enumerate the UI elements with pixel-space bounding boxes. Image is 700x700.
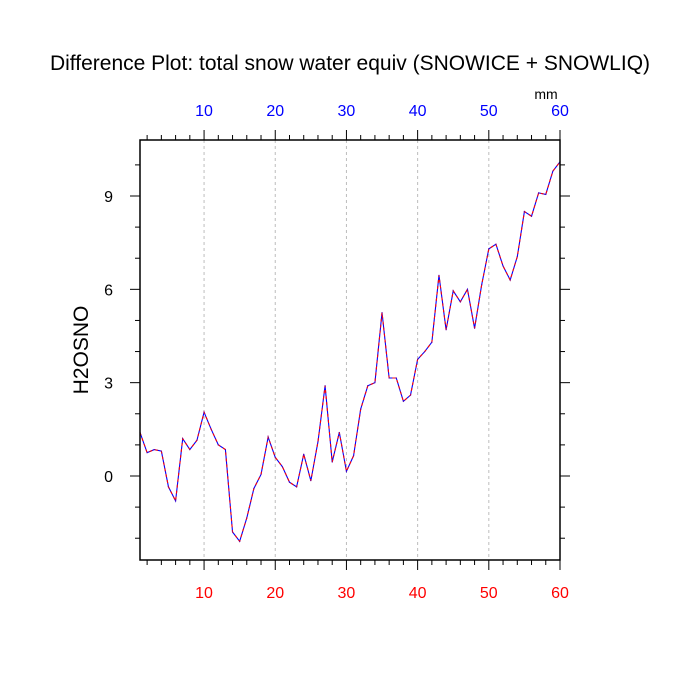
data-point	[352, 455, 355, 457]
data-point	[267, 436, 269, 438]
y-tick-label: 3	[104, 376, 113, 393]
data-point	[395, 377, 397, 379]
x-tick-label-bottom: 60	[551, 585, 569, 602]
plot-area-frame	[139, 139, 561, 561]
x-tick-label-top: 30	[338, 103, 356, 120]
units-label: mm	[534, 86, 557, 102]
data-point	[345, 470, 348, 472]
data-point	[324, 385, 326, 387]
series-line-red-dashed	[139, 161, 561, 543]
x-tick-label-top: 10	[195, 103, 213, 120]
data-point	[260, 473, 262, 476]
data-point	[402, 400, 404, 402]
data-point	[367, 385, 369, 387]
gridlines	[203, 140, 490, 560]
data-point	[523, 210, 526, 213]
data-point	[317, 441, 319, 443]
data-point	[146, 452, 148, 454]
x-tick-label-top: 50	[480, 103, 498, 120]
x-tick-label-bottom: 30	[338, 585, 356, 602]
data-point	[538, 192, 540, 194]
data-point	[495, 243, 497, 245]
data-point	[296, 486, 298, 488]
data-point	[281, 466, 283, 468]
data-series	[139, 161, 561, 543]
data-point	[303, 453, 305, 455]
y-tick-label: 6	[104, 282, 113, 299]
x-tick-label-bottom: 50	[480, 585, 498, 602]
x-tick-label-bottom: 40	[409, 585, 427, 602]
data-point	[552, 170, 554, 172]
axis-ticks	[130, 130, 570, 570]
data-point	[438, 274, 440, 276]
x-tick-label-bottom: 20	[266, 585, 284, 602]
data-point	[417, 358, 419, 360]
data-point	[160, 450, 162, 452]
data-point	[246, 517, 248, 519]
data-point	[167, 486, 170, 488]
data-point	[224, 448, 227, 451]
data-point	[466, 288, 469, 290]
data-point	[473, 327, 476, 329]
data-point	[210, 428, 212, 430]
chart-title: Difference Plot: total snow water equiv …	[50, 52, 650, 75]
data-point	[488, 248, 490, 250]
y-tick-label: 0	[104, 469, 113, 486]
data-point	[424, 350, 426, 353]
data-point	[481, 284, 483, 286]
data-point	[509, 279, 511, 281]
data-point	[530, 215, 533, 217]
data-point	[409, 394, 412, 396]
y-axis-label: H2OSNO	[70, 306, 93, 395]
y-tick-label: 9	[104, 189, 113, 206]
data-point	[153, 448, 155, 451]
data-point	[253, 487, 255, 490]
data-point	[459, 301, 461, 303]
data-point	[274, 456, 276, 458]
data-point	[189, 448, 191, 451]
data-point	[203, 411, 205, 413]
data-point	[374, 382, 376, 384]
data-point	[381, 312, 383, 314]
data-point	[502, 265, 504, 267]
data-point	[288, 481, 291, 483]
x-tick-label-bottom: 10	[195, 585, 213, 602]
data-point	[360, 408, 362, 410]
data-point	[231, 531, 234, 533]
data-point	[174, 500, 177, 502]
data-point	[217, 444, 219, 446]
data-point	[239, 540, 241, 542]
data-point	[452, 290, 454, 292]
data-point	[182, 438, 184, 440]
data-point	[431, 341, 433, 343]
data-point	[310, 480, 312, 482]
data-point	[196, 439, 198, 441]
x-tick-label-top: 40	[409, 103, 427, 120]
data-point	[516, 256, 518, 258]
tick-labels: 10 10 20 20 30 30 40 40 50 50 60 60 0 3 6 9	[104, 103, 569, 602]
data-point	[338, 431, 340, 434]
data-point	[545, 193, 547, 196]
data-point	[445, 329, 447, 331]
series-line-blue	[139, 161, 561, 543]
x-tick-label-top: 20	[266, 103, 284, 120]
data-point	[331, 461, 333, 463]
x-tick-label-top: 60	[551, 103, 569, 120]
data-point	[388, 377, 390, 379]
